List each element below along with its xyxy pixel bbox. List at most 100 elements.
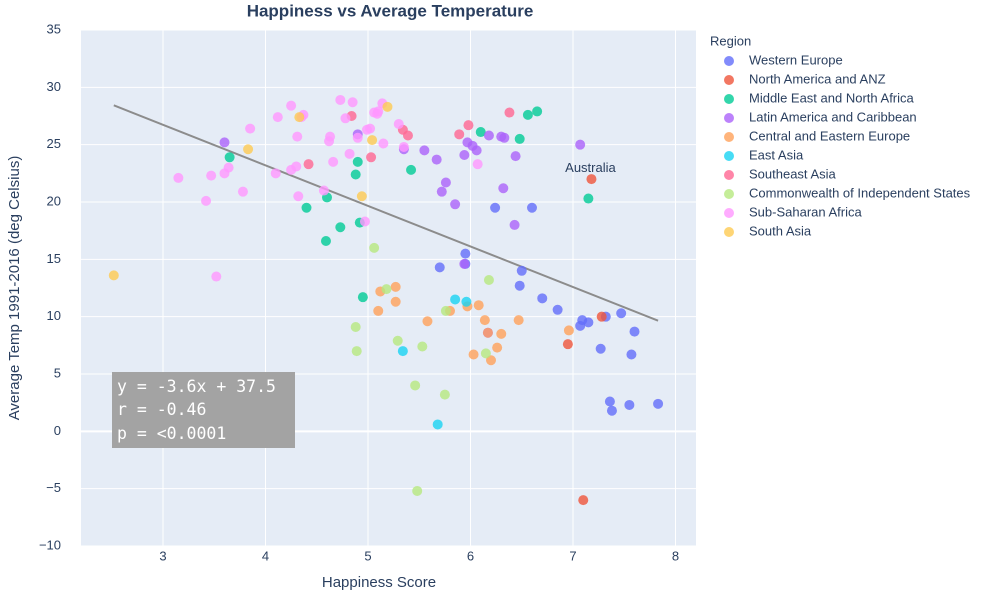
- data-point: [223, 162, 234, 173]
- x-tick-label: 3: [159, 548, 166, 563]
- x-tick-label: 6: [467, 548, 474, 563]
- data-point: [350, 321, 361, 332]
- data-point: [473, 300, 484, 311]
- legend-marker: [724, 170, 734, 180]
- data-point: [575, 139, 586, 150]
- data-point: [206, 170, 217, 181]
- legend-label: Middle East and North Africa: [749, 90, 915, 105]
- y-tick-label: 5: [54, 365, 61, 380]
- data-point: [397, 346, 408, 357]
- data-point: [303, 159, 314, 170]
- data-point: [629, 326, 640, 337]
- annotations: Australia: [565, 160, 616, 175]
- chart-title: Happiness vs Average Temperature: [247, 1, 534, 20]
- data-point: [578, 495, 589, 506]
- data-point: [219, 137, 230, 148]
- legend-marker: [724, 189, 734, 199]
- data-point: [108, 270, 119, 281]
- stats-equation: y = -3.6x + 37.5: [117, 377, 276, 396]
- data-point: [434, 262, 445, 273]
- data-point: [366, 152, 377, 163]
- data-point: [291, 161, 302, 172]
- legend-marker: [724, 151, 734, 161]
- legend-item[interactable]: Middle East and North Africa: [724, 90, 915, 105]
- legend-marker: [724, 56, 734, 66]
- data-point: [595, 343, 606, 354]
- data-point: [490, 202, 501, 213]
- data-point: [412, 485, 423, 496]
- series-group: [108, 101, 393, 281]
- data-point: [439, 389, 450, 400]
- legend-item[interactable]: Central and Eastern Europe: [724, 128, 910, 143]
- legend-item[interactable]: Southeast Asia: [724, 166, 836, 181]
- legend-item[interactable]: South Asia: [724, 223, 812, 238]
- legend-marker: [724, 113, 734, 123]
- x-axis-title: Happiness Score: [322, 574, 436, 591]
- data-point: [606, 405, 617, 416]
- data-point: [352, 132, 363, 143]
- y-tick-label: 35: [47, 21, 61, 36]
- y-tick-label: −5: [46, 480, 61, 495]
- legend-item[interactable]: Sub-Saharan Africa: [724, 204, 863, 219]
- data-point: [422, 316, 433, 327]
- data-point: [552, 304, 563, 315]
- data-point: [347, 97, 358, 108]
- data-point: [378, 138, 389, 149]
- series-group: [224, 106, 594, 303]
- data-point: [410, 380, 421, 391]
- annotation-label: Australia: [565, 160, 616, 175]
- y-tick-label: 0: [54, 423, 61, 438]
- legend-label: North America and ANZ: [749, 71, 886, 86]
- data-point: [472, 159, 483, 170]
- x-tick-label: 5: [364, 548, 371, 563]
- data-point: [211, 271, 222, 282]
- legend-item[interactable]: Latin America and Caribbean: [724, 109, 917, 124]
- data-point: [243, 144, 254, 155]
- data-point: [373, 106, 384, 117]
- data-point: [270, 168, 281, 179]
- data-point: [272, 112, 283, 123]
- legend-label: Commonwealth of Independent States: [749, 185, 971, 200]
- data-point: [468, 349, 479, 360]
- data-point: [390, 296, 401, 307]
- legend-item[interactable]: North America and ANZ: [724, 71, 886, 86]
- legend-item[interactable]: Western Europe: [724, 52, 843, 67]
- data-point: [335, 94, 346, 105]
- data-point: [604, 396, 615, 407]
- data-point: [471, 145, 482, 156]
- legend-marker: [724, 227, 734, 237]
- data-point: [537, 293, 548, 304]
- y-tick-label: 30: [47, 79, 61, 94]
- data-point: [357, 292, 368, 303]
- data-point: [516, 265, 527, 276]
- data-point: [325, 131, 336, 142]
- legend-item[interactable]: Commonwealth of Independent States: [724, 185, 971, 200]
- data-point: [463, 120, 474, 131]
- data-point: [373, 305, 384, 316]
- data-point: [492, 342, 503, 353]
- trendline: [113, 104, 659, 322]
- stats-box: y = -3.6x + 37.5 r = -0.46 p = <0.0001: [112, 372, 295, 448]
- stats-correlation: r = -0.46: [117, 400, 206, 419]
- data-point: [320, 235, 331, 246]
- legend-label: South Asia: [749, 223, 812, 238]
- data-point: [616, 308, 627, 319]
- y-tick-label: −10: [39, 537, 61, 552]
- data-point: [653, 398, 664, 409]
- data-point: [583, 193, 594, 204]
- data-point: [245, 123, 256, 134]
- data-point: [479, 315, 490, 326]
- legend-item[interactable]: East Asia: [724, 147, 804, 162]
- series-group: [219, 129, 586, 338]
- legend-title: Region: [710, 33, 751, 48]
- data-point: [367, 135, 378, 146]
- data-point: [431, 154, 442, 165]
- data-point: [369, 242, 380, 253]
- data-points: [108, 94, 664, 506]
- data-point: [356, 191, 367, 202]
- data-point: [482, 327, 493, 338]
- data-point: [398, 141, 409, 152]
- y-tick-label: 15: [47, 251, 61, 266]
- data-point: [586, 174, 597, 185]
- data-point: [359, 216, 370, 227]
